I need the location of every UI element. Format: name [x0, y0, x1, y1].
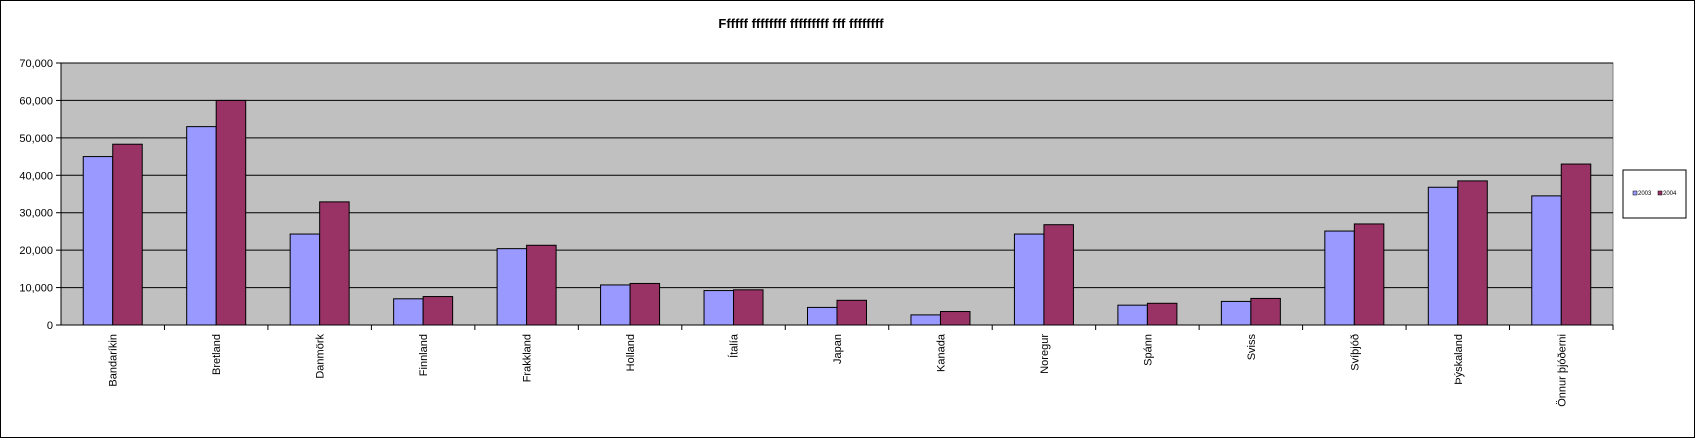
x-tick-label: Bretland: [211, 334, 223, 375]
legend-swatch-2003: [1632, 190, 1638, 196]
x-tick-label: Japan: [832, 334, 844, 364]
x-tick-label: Danmörk: [315, 334, 327, 379]
y-tick-label: 20,000: [19, 245, 53, 257]
bar-2004-6: [733, 289, 764, 326]
x-tick-label: Holland: [625, 334, 637, 371]
x-tick-label: Bandaríkin: [108, 334, 120, 387]
bar-2004-2: [319, 201, 350, 326]
bar-2003-4: [496, 248, 528, 326]
bar-2003-10: [1117, 304, 1148, 326]
bar-2004-8: [939, 311, 971, 326]
bar-2003-6: [703, 290, 735, 326]
bar-2003-9: [1013, 233, 1045, 326]
bar-2004-5: [629, 282, 661, 326]
bar-2004-13: [1457, 180, 1488, 326]
y-tick-label: 30,000: [19, 208, 53, 220]
y-tick-label: 60,000: [19, 95, 53, 107]
x-tick-label: Kanada: [935, 333, 947, 372]
legend: 2003 2004: [1622, 169, 1687, 219]
bar-2003-13: [1427, 186, 1459, 326]
x-tick-label: Svíþjóð: [1349, 334, 1361, 371]
bar-2004-1: [215, 99, 247, 326]
legend-label-2004: 2004: [1663, 191, 1677, 197]
x-tick-label: Sviss: [1246, 334, 1258, 361]
bar-2003-0: [82, 156, 114, 326]
bar-2004-12: [1353, 223, 1385, 326]
y-tick-label: 0: [47, 320, 53, 332]
x-axis: Bandaríkin Bretland Danmörk Finnland Frakkla…: [61, 324, 1614, 407]
legend-swatch-2004: [1657, 190, 1663, 196]
bar-2004-14: [1560, 163, 1592, 326]
y-axis: 0 10,000 20,000 30,000 40,000 50,000 60,000 70,…: [19, 58, 62, 332]
bar-2004-0: [112, 143, 143, 326]
y-tick-label: 40,000: [19, 170, 53, 182]
bar-2003-3: [393, 298, 424, 326]
bar-2003-5: [600, 284, 631, 326]
y-tick-label: 50,000: [19, 133, 53, 145]
legend-label-2003: 2003: [1638, 191, 1652, 197]
bar-2003-14: [1531, 195, 1562, 326]
y-tick-label: 10,000: [19, 283, 53, 295]
x-tick-label: Spánn: [1142, 334, 1154, 366]
bar-2004-7: [836, 299, 867, 326]
bar-2004-11: [1250, 297, 1281, 326]
y-tick-label: 70,000: [19, 58, 53, 70]
legend-box: [1622, 169, 1687, 219]
bar-2004-4: [526, 244, 557, 326]
bar-2004-9: [1043, 224, 1074, 326]
bars: [82, 99, 1592, 326]
x-tick-label: Finnland: [418, 334, 430, 376]
x-tick-label: Önnur þjóðerni: [1556, 334, 1568, 407]
x-tick-label: Ítalía: [728, 333, 741, 358]
x-tick-label: Þýskaland: [1453, 334, 1465, 385]
bar-2003-2: [289, 233, 321, 326]
bar-2003-12: [1324, 230, 1355, 326]
chart-title: Ffffff ffffffff fffffffff fff ffffffff: [718, 16, 884, 31]
bar-2003-1: [186, 126, 217, 326]
bar-2003-8: [910, 314, 941, 326]
x-tick-label: Frakkland: [522, 334, 534, 382]
x-tick-label: Noregur: [1039, 334, 1051, 374]
bar-2004-10: [1146, 302, 1178, 326]
bar-2003-7: [807, 306, 838, 326]
bar-2004-3: [422, 296, 454, 326]
bar-2003-11: [1220, 300, 1252, 326]
